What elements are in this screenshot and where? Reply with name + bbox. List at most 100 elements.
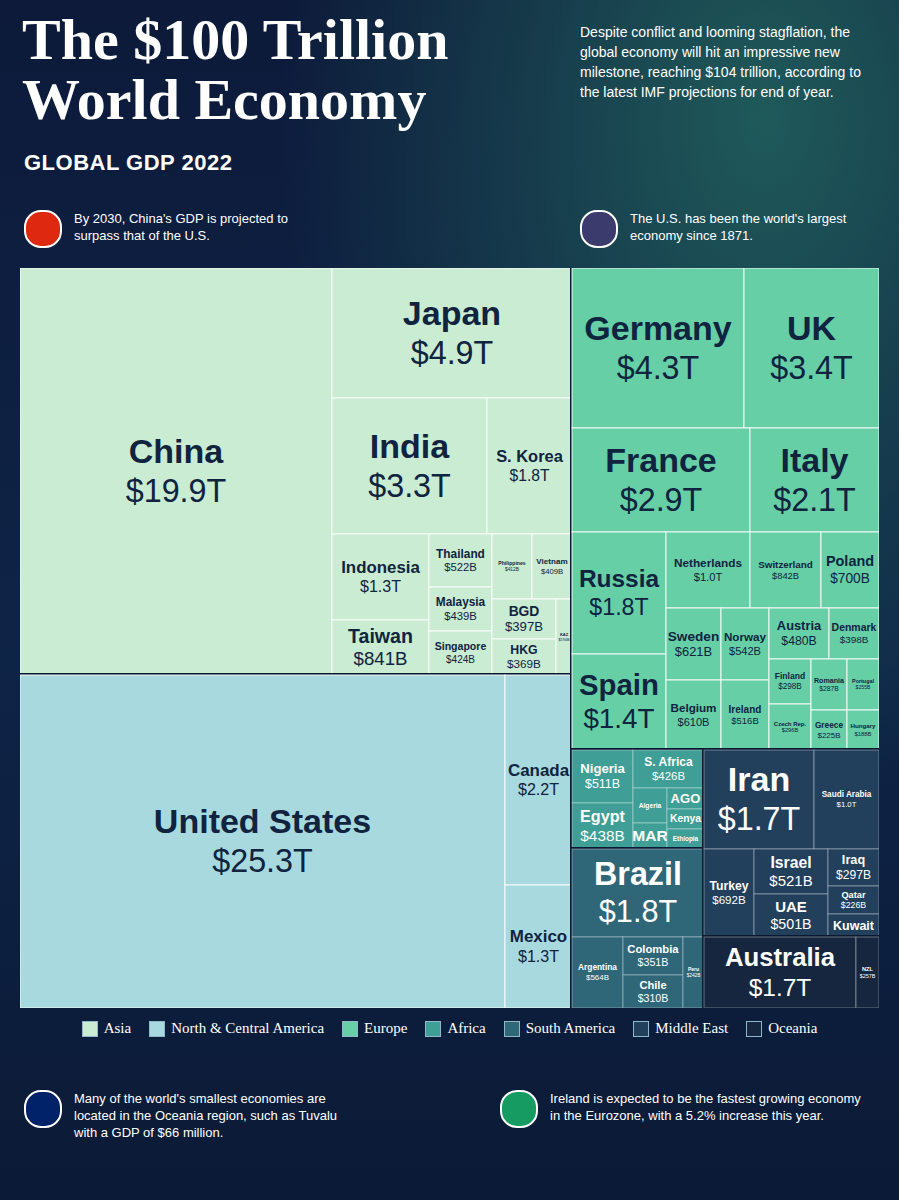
- svg-text:UK: UK: [787, 309, 837, 347]
- svg-text:$439B: $439B: [444, 610, 477, 622]
- svg-text:$3.4T: $3.4T: [770, 350, 853, 386]
- svg-text:$397B: $397B: [505, 619, 543, 634]
- svg-text:China: China: [129, 432, 225, 470]
- svg-text:$188B: $188B: [855, 731, 872, 737]
- svg-text:Malaysia: Malaysia: [436, 595, 486, 609]
- svg-text:Singapore: Singapore: [435, 640, 487, 652]
- svg-text:Indonesia: Indonesia: [341, 558, 420, 577]
- svg-text:$542B: $542B: [729, 645, 761, 657]
- svg-text:$1.3T: $1.3T: [518, 947, 559, 965]
- svg-text:Taiwan: Taiwan: [348, 625, 413, 647]
- svg-text:Austria: Austria: [777, 618, 822, 633]
- svg-text:Hungary: Hungary: [850, 722, 876, 729]
- svg-text:Argentina: Argentina: [578, 962, 617, 972]
- svg-text:$2.1T: $2.1T: [773, 482, 856, 518]
- svg-text:KAZ: KAZ: [560, 632, 569, 637]
- svg-text:Saudi Arabia: Saudi Arabia: [822, 790, 872, 799]
- svg-text:$501B: $501B: [770, 916, 811, 932]
- svg-text:$522B: $522B: [444, 561, 477, 573]
- svg-text:$1.3T: $1.3T: [360, 578, 401, 595]
- svg-text:Sweden: Sweden: [668, 629, 719, 644]
- svg-text:Qatar: Qatar: [841, 890, 865, 900]
- svg-text:France: France: [605, 441, 717, 479]
- svg-text:Germany: Germany: [584, 309, 731, 347]
- svg-text:Australia: Australia: [725, 943, 836, 971]
- svg-text:$700B: $700B: [830, 571, 870, 586]
- svg-text:Philippines: Philippines: [498, 560, 526, 566]
- svg-text:AGO: AGO: [671, 791, 701, 806]
- svg-text:$369B: $369B: [507, 657, 541, 670]
- svg-text:Vietnam: Vietnam: [536, 557, 567, 566]
- svg-text:Greece: Greece: [815, 720, 844, 730]
- svg-text:$564B: $564B: [586, 973, 609, 982]
- svg-text:$225B: $225B: [818, 731, 841, 740]
- svg-text:$298B: $298B: [778, 682, 802, 691]
- svg-text:$1.0T: $1.0T: [837, 800, 857, 809]
- svg-text:$480B: $480B: [781, 634, 816, 648]
- svg-text:S. Korea: S. Korea: [496, 447, 564, 465]
- svg-text:$610B: $610B: [677, 716, 709, 728]
- svg-text:$255B: $255B: [856, 684, 871, 690]
- svg-text:$842B: $842B: [772, 571, 799, 581]
- svg-text:Finland: Finland: [775, 671, 805, 681]
- svg-text:$841B: $841B: [354, 648, 408, 669]
- svg-text:Norway: Norway: [724, 630, 767, 643]
- svg-text:$412B: $412B: [505, 567, 519, 572]
- svg-text:$521B: $521B: [769, 872, 812, 889]
- svg-text:Netherlands: Netherlands: [674, 556, 743, 570]
- svg-text:$424B: $424B: [446, 654, 475, 665]
- svg-text:Ethiopia: Ethiopia: [673, 835, 699, 843]
- svg-text:$242B: $242B: [687, 973, 701, 978]
- svg-text:Kenya: Kenya: [670, 813, 701, 824]
- svg-text:$310B: $310B: [638, 992, 669, 1004]
- svg-text:$2.2T: $2.2T: [518, 780, 559, 798]
- svg-text:$226B: $226B: [841, 900, 866, 910]
- svg-text:Switzerland: Switzerland: [758, 559, 813, 570]
- svg-text:Poland: Poland: [826, 553, 874, 569]
- svg-text:Russia: Russia: [579, 565, 660, 592]
- svg-text:$296B: $296B: [782, 727, 799, 733]
- svg-text:$2.9T: $2.9T: [620, 482, 703, 518]
- svg-text:HKG: HKG: [510, 643, 537, 657]
- svg-text:$1.7T: $1.7T: [749, 974, 812, 1001]
- svg-text:$692B: $692B: [712, 893, 746, 906]
- svg-text:India: India: [370, 427, 450, 465]
- svg-text:$4.3T: $4.3T: [617, 350, 700, 386]
- svg-text:Ireland: Ireland: [729, 704, 762, 715]
- svg-text:Iraq: Iraq: [842, 853, 865, 867]
- svg-text:$4.9T: $4.9T: [411, 335, 494, 371]
- svg-text:$1.8T: $1.8T: [599, 894, 678, 929]
- svg-text:$287B: $287B: [819, 685, 839, 692]
- svg-text:$516B: $516B: [731, 715, 758, 726]
- svg-text:$398B: $398B: [840, 634, 869, 645]
- svg-text:$19.9T: $19.9T: [126, 473, 227, 509]
- svg-text:$25.3T: $25.3T: [212, 843, 313, 879]
- svg-text:Peru: Peru: [688, 966, 699, 972]
- svg-text:Belgium: Belgium: [671, 701, 717, 714]
- svg-text:Czech Rep.: Czech Rep.: [774, 721, 807, 727]
- svg-text:UAE: UAE: [775, 898, 807, 915]
- svg-text:$426B: $426B: [652, 770, 685, 782]
- svg-text:$257B: $257B: [860, 973, 876, 979]
- svg-text:Nigeria: Nigeria: [580, 761, 625, 776]
- svg-text:Italy: Italy: [780, 441, 848, 479]
- svg-text:$1.7T: $1.7T: [718, 801, 801, 837]
- svg-text:BGD: BGD: [509, 603, 540, 619]
- svg-text:$297B: $297B: [836, 868, 871, 882]
- svg-text:$1.8T: $1.8T: [589, 594, 648, 620]
- svg-text:MAR: MAR: [632, 827, 667, 844]
- svg-text:S. Africa: S. Africa: [644, 755, 693, 769]
- svg-text:Spain: Spain: [579, 668, 659, 701]
- svg-text:$351B: $351B: [638, 956, 669, 968]
- svg-text:Israel: Israel: [770, 854, 811, 871]
- svg-text:Denmark: Denmark: [832, 622, 877, 633]
- svg-text:Iran: Iran: [728, 760, 790, 798]
- svg-text:Colombia: Colombia: [627, 943, 679, 955]
- svg-text:United States: United States: [154, 802, 371, 840]
- svg-text:Portugal: Portugal: [852, 678, 874, 684]
- svg-text:Thailand: Thailand: [436, 547, 485, 561]
- svg-text:$3.3T: $3.3T: [368, 468, 451, 504]
- svg-text:Chile: Chile: [639, 979, 666, 991]
- svg-text:Canada: Canada: [508, 761, 570, 780]
- svg-text:Turkey: Turkey: [709, 879, 748, 893]
